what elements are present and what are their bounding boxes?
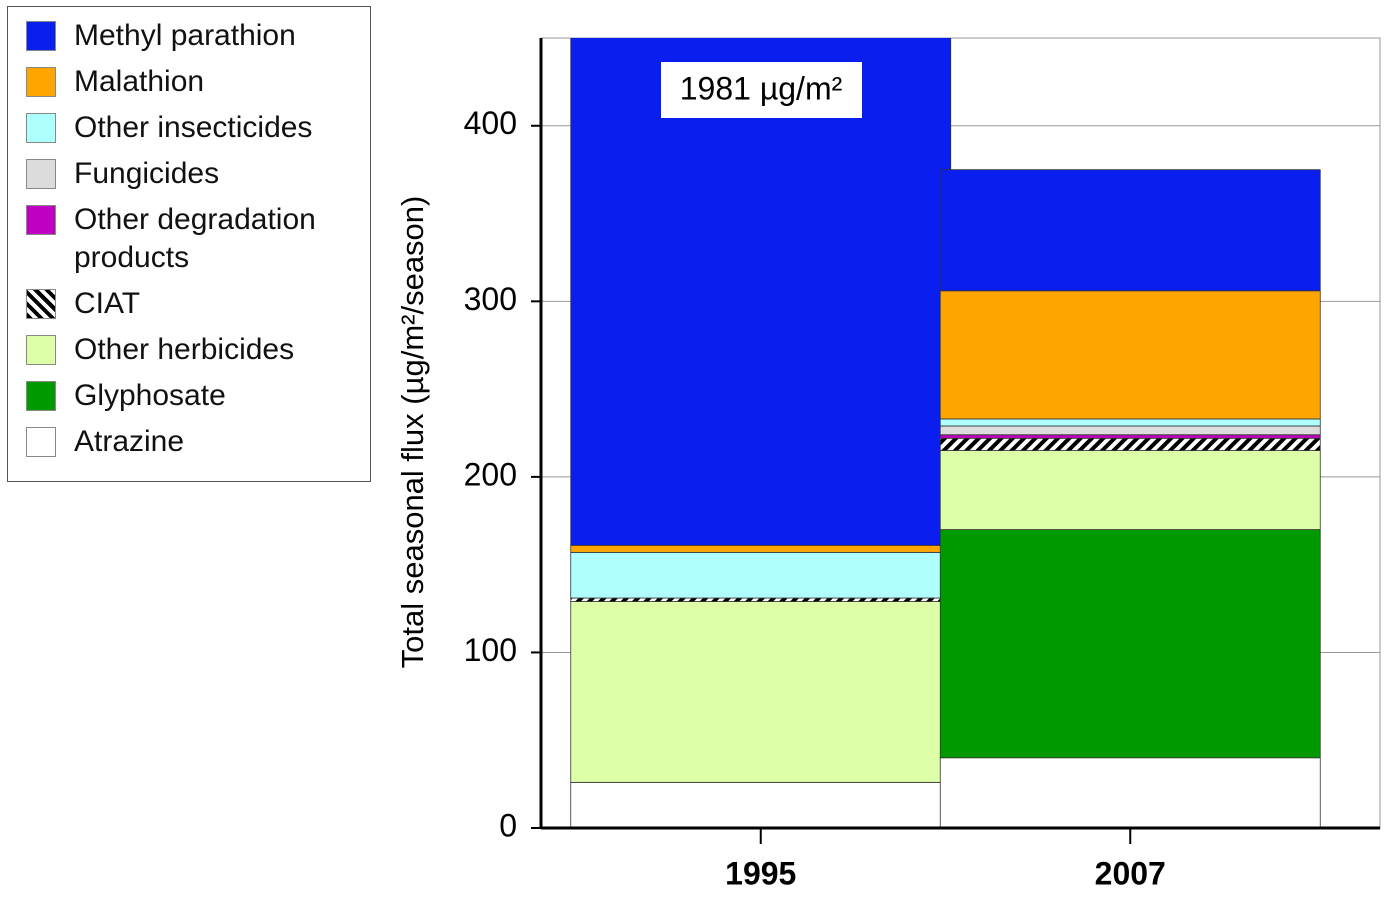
- legend-label: CIAT: [74, 287, 141, 320]
- legend-item: Methyl parathion: [26, 17, 370, 55]
- x-tick-label: 2007: [1095, 855, 1166, 891]
- bar-segment: [939, 425, 1321, 436]
- annotation-box: [661, 62, 862, 118]
- legend-item: CIAT: [26, 285, 370, 323]
- bar-segment: [939, 437, 1321, 451]
- bar-segment: [939, 434, 1321, 439]
- bar-segment: [570, 551, 952, 599]
- legend-swatch: [26, 335, 56, 365]
- legend-label: Other herbicides: [74, 333, 295, 366]
- y-tick-label: 0: [499, 807, 517, 843]
- bar-segment: [570, 597, 952, 602]
- annotation: 1981 µg/m²: [680, 70, 843, 106]
- legend-item: Other insecticides: [26, 109, 370, 147]
- y-tick-label: 400: [464, 105, 517, 141]
- bar-segment: [570, 781, 952, 828]
- legend-label: Methyl parathion: [74, 19, 296, 52]
- legend-swatch: [26, 67, 56, 97]
- y-axis-label: Total seasonal flux (µg/m²/season): [395, 196, 430, 669]
- legend-label: Atrazine: [74, 425, 185, 458]
- y-tick-label: 200: [464, 456, 517, 492]
- bar-segment: [570, 601, 952, 783]
- legend-item: Other herbicides: [26, 331, 370, 369]
- x-tick-label: 1995: [725, 855, 796, 891]
- bar-segment: [570, 38, 952, 546]
- y-tick-label: 300: [464, 281, 517, 317]
- legend-item: Other degradation products: [26, 201, 370, 277]
- bar-segment: [939, 529, 1321, 759]
- legend: Methyl parathion Malathion Other insectici…: [7, 6, 371, 482]
- legend-swatch: [26, 381, 56, 411]
- legend-item: Fungicides: [26, 155, 370, 193]
- legend-swatch: [26, 427, 56, 457]
- legend-label: Malathion: [74, 65, 205, 98]
- legend-swatch: [26, 159, 56, 189]
- legend-item: Glyphosate: [26, 377, 370, 415]
- legend-label: Fungicides: [74, 157, 220, 190]
- legend-swatch: [26, 113, 56, 143]
- legend-label: Glyphosate: [74, 379, 226, 412]
- bar-segment: [939, 169, 1321, 292]
- legend-swatch: [26, 205, 56, 235]
- bar-segment: [939, 418, 1321, 427]
- bar-segment: [570, 544, 952, 553]
- bar-segment: [939, 450, 1321, 530]
- legend-swatch: [26, 289, 56, 319]
- bar-segment: [939, 757, 1321, 828]
- legend-item: Atrazine: [26, 423, 370, 461]
- legend-item: Malathion: [26, 63, 370, 101]
- bar-segment: [939, 290, 1321, 420]
- legend-label: Other degradation products: [74, 203, 316, 274]
- legend-swatch: [26, 21, 56, 51]
- legend-label: Other insecticides: [74, 111, 313, 144]
- y-tick-label: 100: [464, 632, 517, 668]
